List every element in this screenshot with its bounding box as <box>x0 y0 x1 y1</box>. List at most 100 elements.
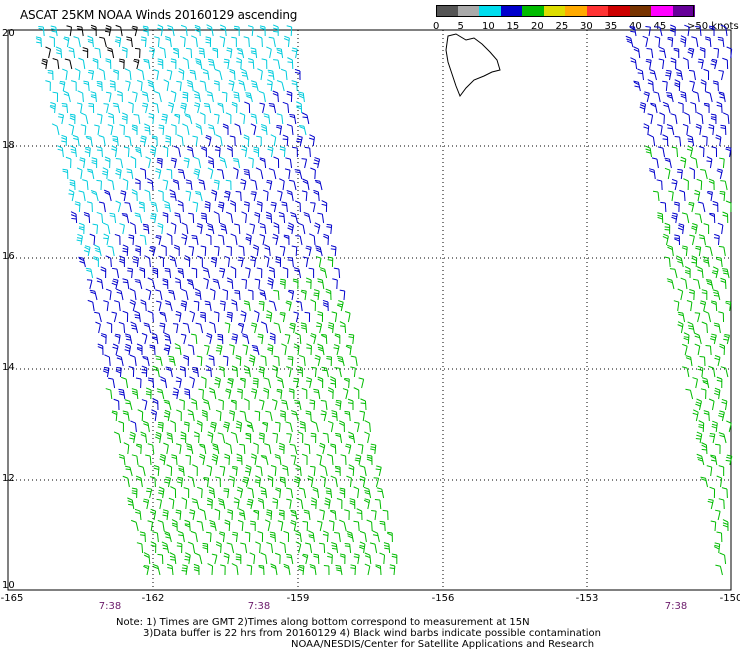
wind-barb <box>177 134 184 147</box>
wind-barb <box>129 299 136 312</box>
wind-barb <box>68 46 76 59</box>
wind-barb <box>239 410 247 422</box>
wind-barb <box>280 68 288 81</box>
wind-barb <box>105 91 112 103</box>
wind-barb <box>240 68 249 81</box>
wind-barb <box>180 300 188 312</box>
wind-barb <box>705 91 713 103</box>
wind-barb <box>148 47 156 59</box>
wind-barb <box>307 475 314 488</box>
wind-barb <box>331 410 338 422</box>
wind-barb <box>669 24 676 37</box>
wind-barb <box>259 234 266 246</box>
wind-barb <box>674 135 682 147</box>
wind-barb <box>100 266 107 279</box>
wind-barb <box>310 432 317 444</box>
wind-barb <box>176 476 184 488</box>
wind-barb <box>138 201 145 213</box>
wind-barb <box>166 168 173 180</box>
wind-barb <box>347 398 354 411</box>
wind-barb <box>219 156 228 169</box>
wind-barb <box>685 388 694 400</box>
wind-barb <box>174 244 180 257</box>
wind-barb <box>69 113 76 125</box>
wind-barb <box>313 553 320 565</box>
wind-barb <box>330 475 338 488</box>
wind-barb <box>197 255 203 268</box>
wind-barb <box>209 288 216 301</box>
wind-barb <box>199 80 207 92</box>
wind-barb <box>139 234 147 246</box>
wind-barb <box>716 531 723 543</box>
wind-barb <box>219 222 228 235</box>
wind-barb <box>129 222 137 235</box>
wind-barb <box>163 344 171 356</box>
wind-barb <box>236 486 244 499</box>
wind-barb <box>262 421 269 433</box>
wind-barb <box>706 156 713 169</box>
wind-barb <box>349 498 356 510</box>
wind-barb <box>298 487 307 499</box>
wind-barb <box>353 520 360 532</box>
wind-barb <box>115 157 124 169</box>
wind-barb <box>279 178 285 191</box>
wind-barb <box>369 542 378 554</box>
wind-barb <box>335 432 343 444</box>
wind-barb <box>689 234 695 246</box>
lat-label-14: 14 <box>2 362 15 373</box>
wind-barb <box>293 267 302 279</box>
wind-barb <box>285 300 292 312</box>
wind-barb <box>245 92 253 103</box>
wind-barb <box>184 388 191 400</box>
wind-barb <box>273 355 280 367</box>
wind-barb <box>671 178 678 191</box>
colorbar-swatch <box>629 5 652 17</box>
wind-barb <box>644 145 653 158</box>
lon-label-162: -162 <box>141 593 165 604</box>
wind-barb <box>283 530 290 543</box>
wind-barb <box>111 267 120 279</box>
wind-barb <box>251 345 260 356</box>
wind-barb <box>710 113 717 125</box>
wind-barb <box>668 190 674 202</box>
wind-barb <box>113 69 119 81</box>
wind-barb <box>208 387 217 400</box>
wind-barb <box>96 146 103 158</box>
wind-barb <box>359 465 367 477</box>
wind-barb <box>195 322 204 334</box>
wind-barb <box>93 256 99 268</box>
wind-barb <box>317 212 325 224</box>
wind-barb <box>136 343 143 356</box>
wind-barb <box>198 179 206 191</box>
wind-barb <box>238 245 245 257</box>
wind-barb <box>707 498 714 510</box>
wind-barb <box>660 201 667 213</box>
wind-barb <box>68 123 75 136</box>
wind-barb <box>86 279 93 290</box>
wind-barb <box>99 36 107 48</box>
wind-barb <box>226 47 233 59</box>
wind-barb <box>317 311 324 323</box>
wind-barb <box>169 552 177 565</box>
wind-barb <box>115 288 124 301</box>
wind-barb <box>165 135 172 147</box>
wind-barb <box>645 59 652 70</box>
wind-barb <box>260 552 268 565</box>
wind-barb <box>134 47 141 59</box>
wind-barb <box>662 233 669 246</box>
wind-barb <box>189 376 195 389</box>
wind-barb <box>294 200 301 213</box>
wind-barb <box>199 508 207 521</box>
wind-barb <box>718 498 725 510</box>
wind-barb <box>713 322 721 334</box>
wind-barb <box>202 398 211 411</box>
wind-barb <box>204 200 211 213</box>
wind-barb <box>230 399 237 411</box>
wind-barb <box>667 36 674 48</box>
note-line-2: 3)Data buffer is 22 hrs from 20160129 4)… <box>143 628 601 639</box>
wind-barb <box>168 497 175 510</box>
wind-barb <box>238 508 246 521</box>
wind-barb <box>666 244 674 257</box>
wind-barb <box>119 255 125 268</box>
